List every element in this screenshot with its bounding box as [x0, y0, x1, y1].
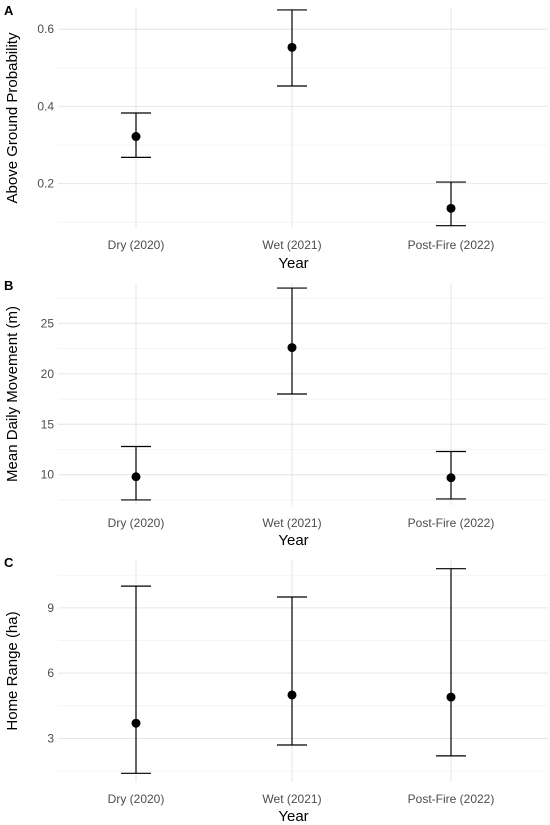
x-tick-label: Wet (2021): [262, 516, 321, 530]
y-tick-label: 6: [47, 666, 54, 680]
x-axis-title: Year: [278, 532, 308, 549]
y-tick-label: 25: [41, 316, 55, 330]
y-tick-label: 20: [41, 367, 55, 381]
data-point: [131, 718, 141, 728]
x-tick-label: Dry (2020): [108, 516, 165, 530]
x-tick-label: Wet (2021): [262, 238, 321, 252]
data-point: [446, 203, 456, 213]
data-point: [287, 690, 297, 700]
panel-b: 10 15 20 25 Dry (2020) Wet (2021) Post-Fire (2…: [4, 278, 548, 549]
panel-label: A: [4, 3, 14, 18]
x-tick-label: Post-Fire (2022): [408, 792, 495, 806]
data-point: [287, 343, 297, 353]
data-point: [446, 692, 456, 702]
panel-label: B: [4, 278, 13, 293]
y-tick-label: 3: [47, 731, 54, 745]
data-point: [287, 42, 297, 52]
x-tick-label: Dry (2020): [108, 238, 165, 252]
panel-a: 0.2 0.4 0.6 Dry (2020) Wet (2021) Post-Fire (…: [4, 3, 548, 272]
panel-label: C: [4, 555, 14, 570]
data-point: [131, 472, 141, 482]
x-tick-label: Dry (2020): [108, 792, 165, 806]
x-tick-label: Post-Fire (2022): [408, 516, 495, 530]
y-axis-title: Above Ground Probability: [4, 32, 21, 203]
y-tick-label: 0.2: [37, 177, 54, 191]
x-tick-label: Wet (2021): [262, 792, 321, 806]
x-axis-title: Year: [278, 255, 308, 272]
y-tick-label: 0.6: [37, 22, 54, 36]
x-axis-title: Year: [278, 808, 308, 825]
y-axis-title: Home Range (ha): [4, 611, 21, 730]
data-point: [131, 132, 141, 142]
y-tick-label: 10: [41, 468, 55, 482]
x-tick-label: Post-Fire (2022): [408, 238, 495, 252]
data-point: [446, 473, 456, 483]
y-tick-label: 0.4: [37, 99, 54, 113]
y-axis-title: Mean Daily Movement (m): [4, 306, 21, 482]
panel-c: 3 6 9 Dry (2020) Wet (2021) Post-Fire (2022) Y…: [4, 555, 548, 825]
y-tick-label: 9: [47, 601, 54, 615]
y-tick-label: 15: [41, 417, 55, 431]
